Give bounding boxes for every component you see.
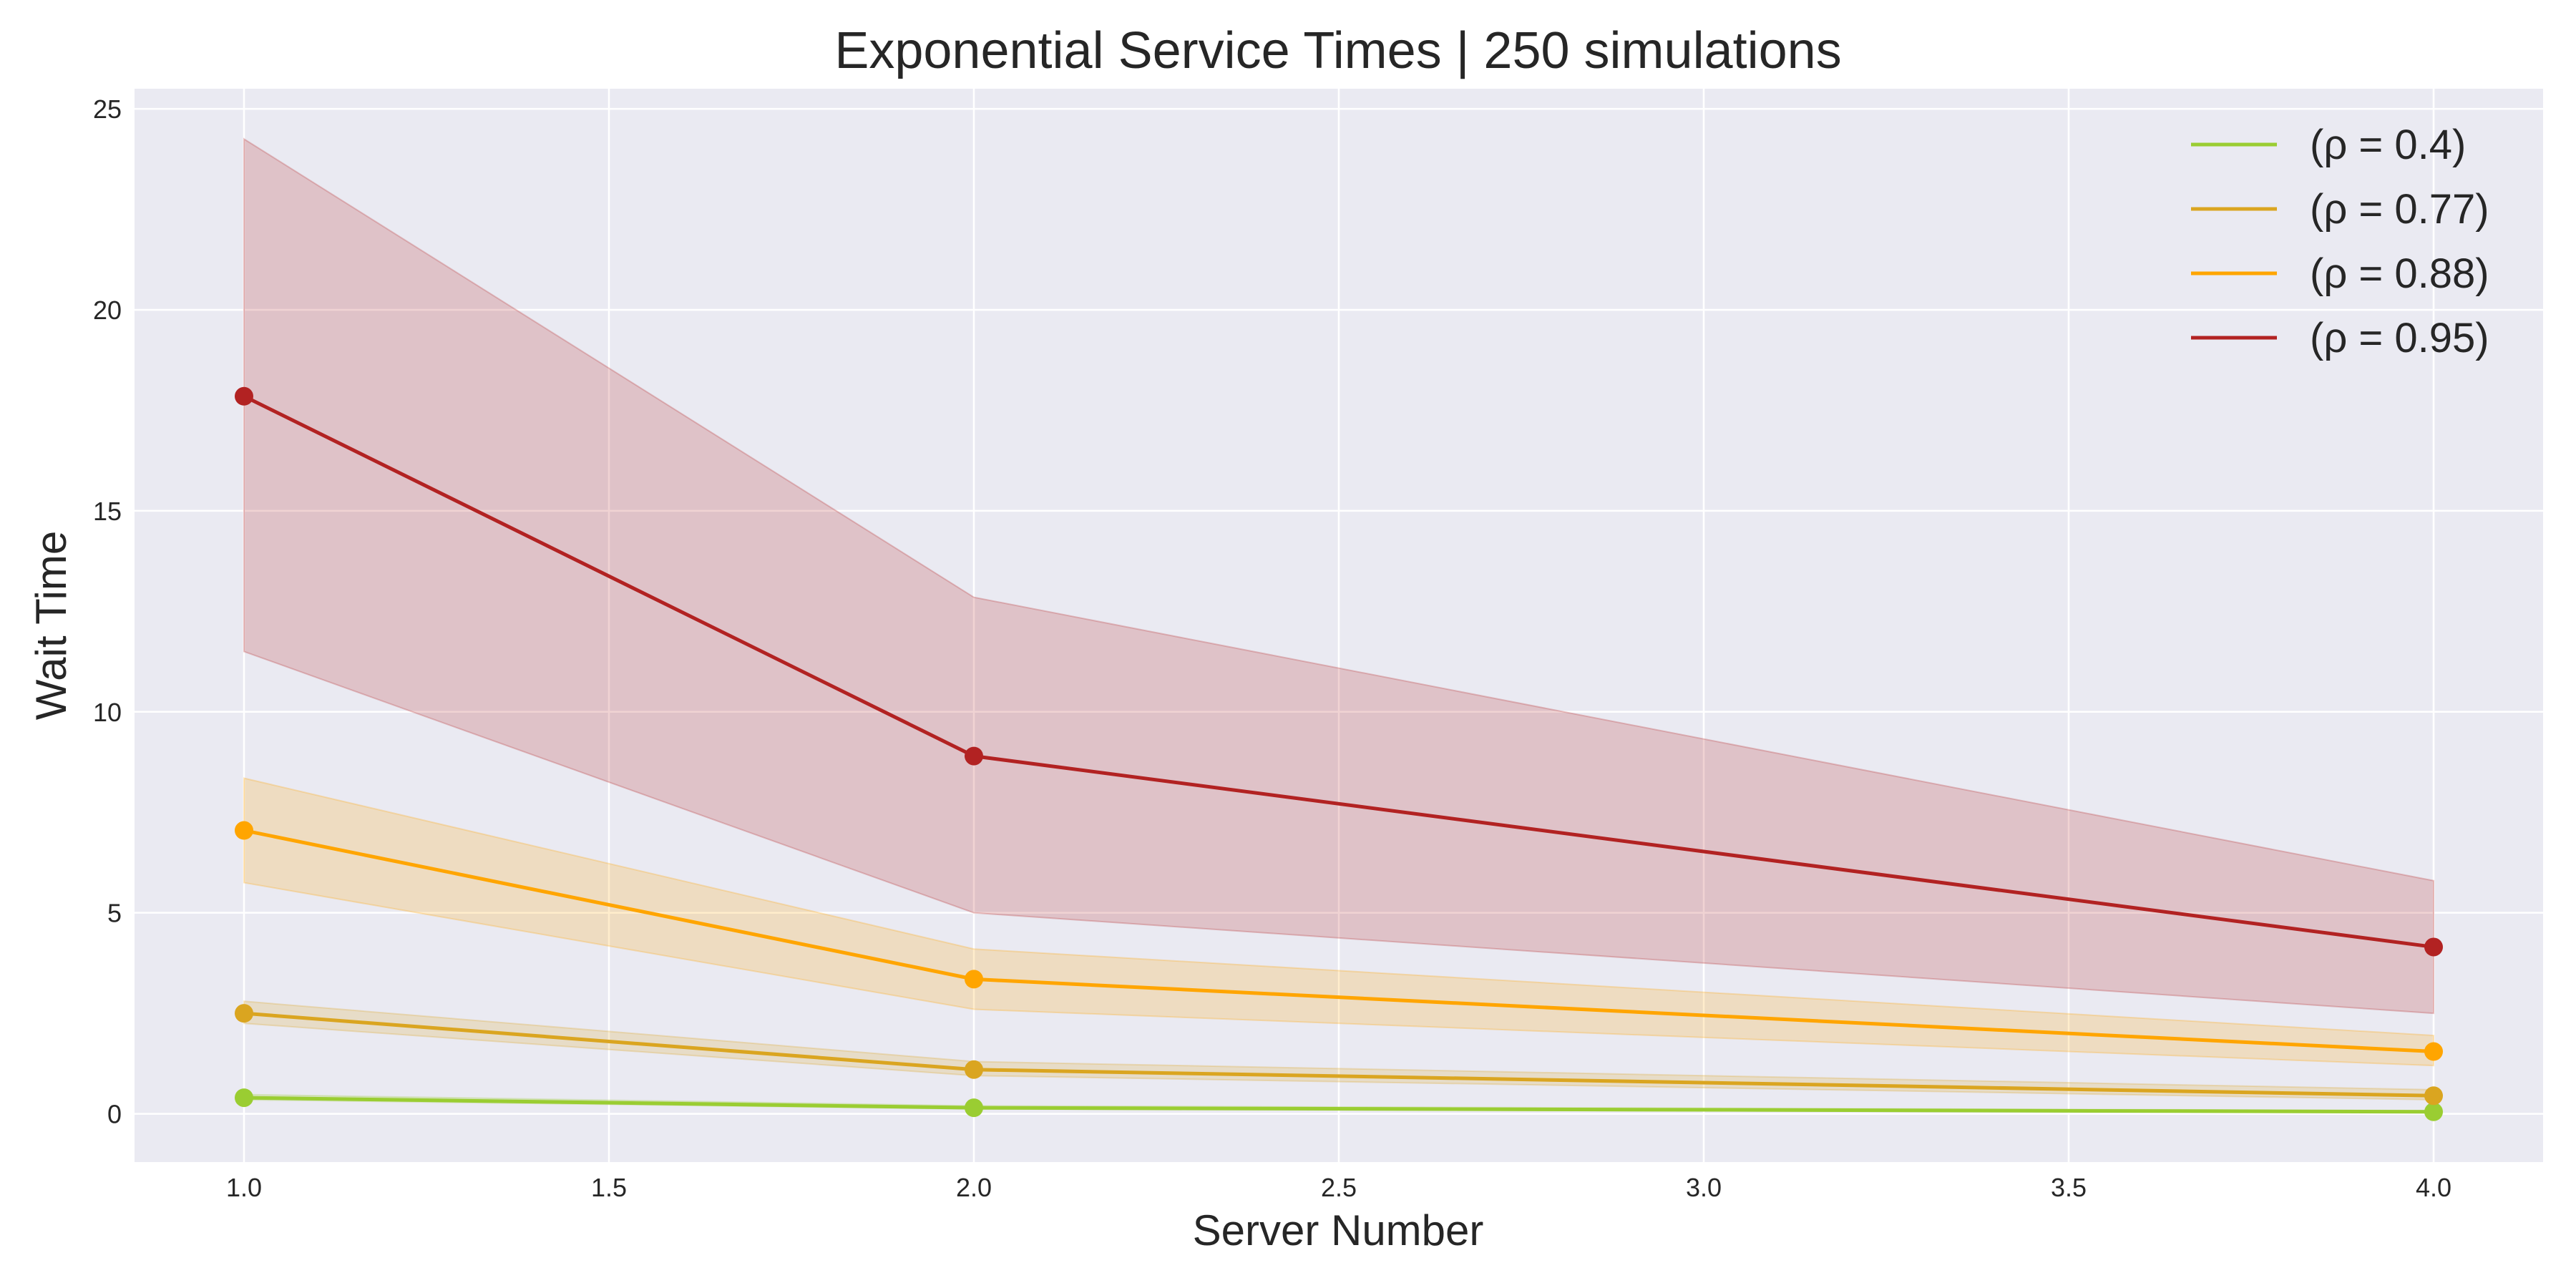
y-tick-label: 10 — [93, 698, 122, 727]
x-tick-label: 3.5 — [2051, 1173, 2087, 1202]
legend-item-rho-0-77: (ρ = 0.77) — [2191, 186, 2489, 233]
y-tick-label: 15 — [93, 497, 122, 526]
y-tick-label: 5 — [107, 899, 122, 928]
point-rho-0-88-server-4 — [2424, 1042, 2443, 1061]
y-tick-label: 0 — [107, 1100, 122, 1129]
legend-item-rho-0-95: (ρ = 0.95) — [2191, 315, 2489, 361]
grid — [135, 89, 2543, 1162]
point-rho-0-95-server-2 — [965, 746, 983, 766]
x-tick-label: 2.5 — [1321, 1173, 1357, 1202]
point-rho-0-77-server-4 — [2424, 1086, 2443, 1106]
chart-title: Exponential Service Times | 250 simulati… — [834, 22, 1841, 79]
point-rho-0-4-server-2 — [965, 1098, 983, 1118]
x-axis-ticks: 1.0 1.5 2.0 2.5 3.0 3.5 4.0 — [226, 1173, 2451, 1202]
point-rho-0-77-server-1 — [235, 1004, 253, 1023]
x-tick-label: 3.0 — [1686, 1173, 1722, 1202]
band-rho-0-88 — [243, 777, 2434, 1067]
x-axis-title: Server Number — [1193, 1206, 1484, 1254]
y-tick-label: 25 — [93, 94, 122, 124]
legend-item-rho-0-4: (ρ = 0.4) — [2191, 122, 2466, 168]
point-rho-0-95-server-4 — [2424, 937, 2443, 957]
point-rho-0-4-server-4 — [2424, 1102, 2443, 1121]
legend: (ρ = 0.4) (ρ = 0.77) (ρ = 0.88) (ρ = 0.95) — [2191, 122, 2489, 361]
legend-label: (ρ = 0.4) — [2310, 122, 2466, 168]
y-tick-label: 20 — [93, 296, 122, 325]
y-axis-title: Wait Time — [27, 531, 75, 720]
x-tick-label: 4.0 — [2416, 1173, 2451, 1202]
legend-label: (ρ = 0.88) — [2310, 250, 2489, 297]
point-rho-0-88-server-2 — [965, 970, 983, 989]
x-tick-label: 1.0 — [226, 1173, 262, 1202]
point-rho-0-4-server-1 — [235, 1088, 253, 1108]
x-tick-label: 1.5 — [591, 1173, 627, 1202]
band-rho-0-95 — [243, 137, 2434, 1015]
point-rho-0-95-server-1 — [235, 386, 253, 406]
point-rho-0-88-server-1 — [235, 821, 253, 840]
x-tick-label: 2.0 — [956, 1173, 992, 1202]
series-points — [235, 386, 2443, 1121]
legend-label: (ρ = 0.95) — [2310, 315, 2489, 361]
legend-item-rho-0-88: (ρ = 0.88) — [2191, 250, 2489, 297]
y-axis-ticks: 0 5 10 15 20 25 — [93, 94, 122, 1128]
point-rho-0-77-server-2 — [965, 1060, 983, 1079]
legend-label: (ρ = 0.77) — [2310, 186, 2489, 233]
